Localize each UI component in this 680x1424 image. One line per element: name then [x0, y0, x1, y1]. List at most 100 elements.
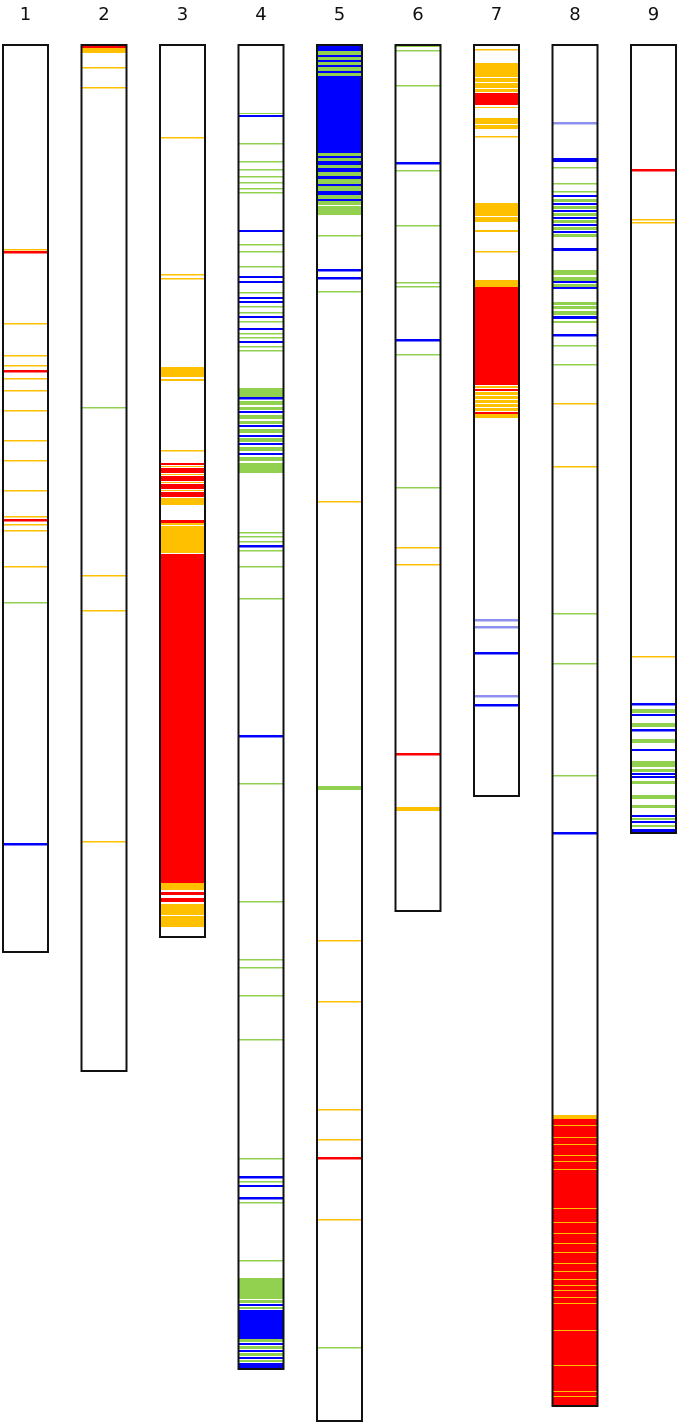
column-4-band-50: [238, 566, 284, 568]
column-7-band-19: [474, 392, 519, 395]
column-5-band-19: [317, 176, 362, 179]
column-1-band-15: [3, 524, 48, 526]
column-4-band-44: [238, 463, 284, 473]
column-3-band-18: [160, 523, 205, 525]
column-8-band-22: [552, 284, 598, 287]
column-8-band-27: [552, 316, 598, 319]
column-4-band-74: [238, 1350, 284, 1352]
column-1-band-2: [3, 251, 48, 254]
column-label-7: 7: [491, 4, 502, 25]
column-5-outline: [316, 44, 363, 1422]
column-9-band-3: [631, 222, 676, 224]
column-8-band-9: [552, 206, 598, 209]
column-8-band-61: [552, 1396, 598, 1397]
column-7-band-11: [474, 203, 519, 216]
column-7-band-21: [474, 400, 519, 403]
column-1-band-10: [3, 440, 48, 442]
column-1-band-1: [3, 249, 48, 251]
column-7-band-23: [474, 408, 519, 411]
column-4-band-7: [238, 182, 284, 184]
column-4-band-45: [238, 532, 284, 534]
column-8-band-57: [552, 1303, 598, 1304]
columns: [2, 44, 677, 1422]
column-7-band-7: [474, 107, 519, 108]
column-7-band-15: [474, 280, 519, 287]
column-8-band-36: [552, 775, 598, 777]
column-1-band-16: [3, 530, 48, 532]
column-8-band-52: [552, 1271, 598, 1272]
column-1-band-17: [3, 566, 48, 568]
column-5-band-22: [317, 186, 362, 191]
column-8-band-46: [552, 1208, 598, 1209]
column-7-band-20: [474, 396, 519, 399]
column-3-band-7: [160, 463, 205, 465]
column-5-band-4: [317, 57, 362, 60]
column-8-band-34: [552, 613, 598, 615]
column-3-band-13: [160, 484, 205, 489]
column-4-band-57: [238, 995, 284, 997]
column-3: [159, 44, 206, 938]
column-3-band-2: [160, 274, 205, 276]
column-4-band-24: [238, 333, 284, 335]
column-4-band-46: [238, 536, 284, 538]
column-9-band-14: [631, 773, 676, 775]
column-3-band-8: [160, 466, 205, 467]
column-3-band-20: [160, 554, 205, 883]
column-4-band-23: [238, 328, 284, 330]
column-3-band-14: [160, 490, 205, 491]
column-6-band-15: [395, 807, 441, 811]
column-4-band-20: [238, 312, 284, 314]
column-4-band-47: [238, 541, 284, 543]
column-7-band-18: [474, 389, 519, 391]
column-4-band-38: [238, 435, 284, 437]
column-5-band-2: [317, 51, 362, 55]
column-1-band-19: [3, 843, 48, 846]
column-4-band-53: [238, 783, 284, 785]
column-1-band-3: [3, 323, 48, 325]
column-6-band-14: [395, 753, 441, 756]
column-5-band-9: [317, 71, 362, 73]
column-8-band-12: [552, 217, 598, 219]
column-5-band-8: [317, 67, 362, 71]
column-4-band-34: [238, 415, 284, 419]
column-7-band-2: [474, 63, 519, 77]
column-2-band-4: [81, 87, 127, 89]
column-5-band-25: [317, 199, 362, 201]
column-4-band-27: [238, 346, 284, 348]
column-label-9: 9: [648, 4, 659, 25]
column-4-band-59: [238, 1158, 284, 1160]
column-4-band-39: [238, 438, 284, 442]
column-4-band-54: [238, 901, 284, 903]
column-4-band-15: [238, 281, 284, 283]
column-9-background: [631, 45, 676, 833]
column-5-band-38: [317, 1157, 362, 1160]
column-1-band-7: [3, 378, 48, 380]
column-4-band-3: [238, 143, 284, 145]
column-5-band-1: [317, 45, 362, 51]
column-4-band-26: [238, 341, 284, 343]
column-1-band-11: [3, 460, 48, 462]
column-8-band-44: [552, 1161, 598, 1162]
column-4-band-68: [238, 1304, 284, 1306]
column-5-band-32: [317, 501, 362, 503]
column-8-band-59: [552, 1365, 598, 1366]
column-9-band-16: [631, 781, 676, 784]
column-4-band-40: [238, 443, 284, 445]
column-2-band-3: [81, 67, 127, 69]
column-8-band-32: [552, 403, 598, 405]
column-4-band-32: [238, 407, 284, 410]
column-5-band-40: [317, 1347, 362, 1349]
column-4-band-2: [238, 115, 284, 117]
column-7-band-22: [474, 404, 519, 407]
column-3-band-16: [160, 498, 205, 505]
column-2-background: [81, 45, 127, 1071]
column-8-band-55: [552, 1290, 598, 1291]
column-8-outline: [551, 44, 599, 1407]
column-9-band-13: [631, 769, 676, 772]
column-4-band-55: [238, 959, 284, 961]
column-4-band-5: [238, 169, 284, 171]
column-4-band-62: [238, 1185, 284, 1187]
column-8-band-31: [552, 364, 598, 366]
column-3-band-21: [160, 883, 205, 890]
column-8-band-1: [552, 122, 598, 125]
